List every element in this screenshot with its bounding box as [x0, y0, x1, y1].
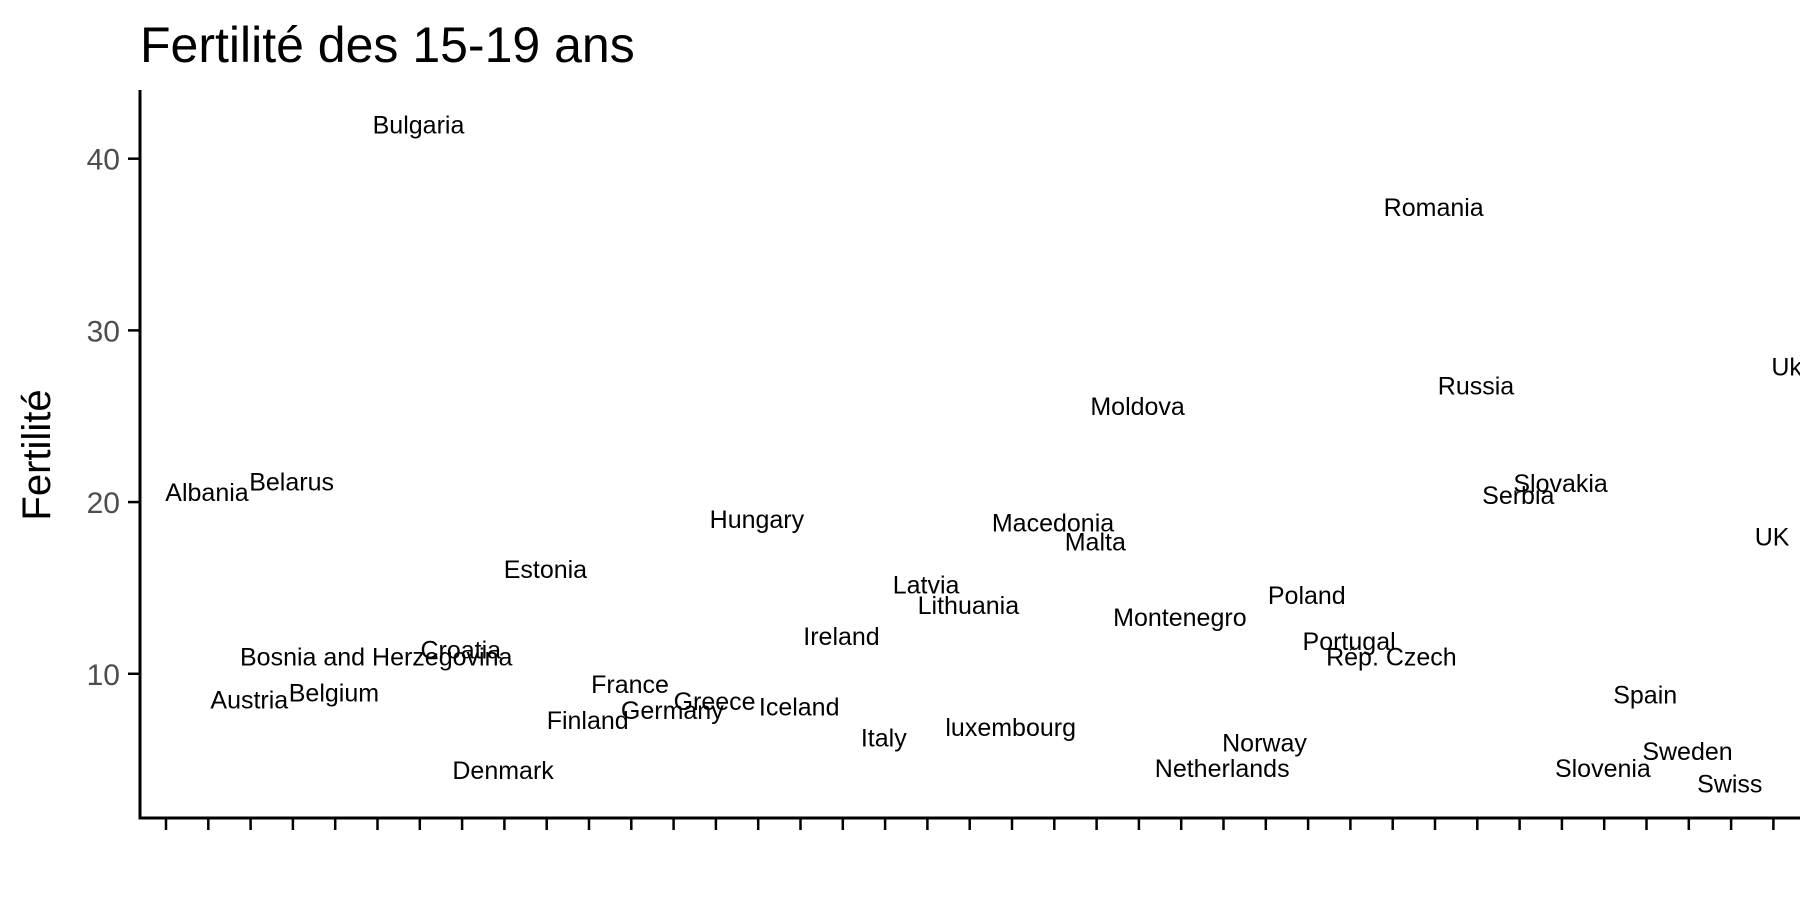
point-label: Greece — [674, 688, 756, 716]
point-label: Lithuania — [918, 592, 1020, 620]
point-label: Macedonia — [992, 510, 1114, 538]
point-label: Moldova — [1090, 393, 1185, 421]
point-label: luxembourg — [945, 714, 1076, 742]
plot-area: Albania Austria Belarus Belgium Bosnia and H… — [165, 111, 1800, 798]
point-label: Bosnia and Herzegovina — [240, 644, 512, 672]
point-label: Finland — [547, 707, 629, 735]
chart-title: Fertilité des 15-19 ans — [140, 17, 635, 73]
point-label: Croatia — [421, 637, 502, 665]
point-label: France — [591, 671, 669, 699]
y-tick-label: 40 — [87, 144, 120, 177]
point-label: Montenegro — [1113, 604, 1246, 632]
point-label: Rép. Czech — [1326, 644, 1457, 672]
point-label: Portugal — [1303, 628, 1396, 656]
point-label: Bulgaria — [373, 111, 465, 139]
point-label: Denmark — [452, 757, 554, 785]
point-label: Russia — [1438, 372, 1515, 400]
point-label: Poland — [1268, 582, 1346, 610]
point-label: Ukraine — [1771, 353, 1800, 381]
point-label: Hungary — [710, 506, 805, 534]
point-label: Norway — [1222, 729, 1307, 757]
point-label: Belgium — [289, 680, 379, 708]
y-tick-label: 10 — [87, 659, 120, 692]
point-label: UK — [1755, 523, 1790, 551]
point-label: Germany — [621, 697, 724, 725]
point-label: Swiss — [1697, 771, 1762, 799]
point-label: Iceland — [759, 693, 840, 721]
point-label: Estonia — [504, 556, 587, 584]
point-label: Albania — [165, 479, 248, 507]
point-label: Spain — [1613, 681, 1677, 709]
axes: 10 20 30 40 — [87, 90, 1800, 830]
point-label: Romania — [1384, 194, 1484, 222]
point-labels: Albania Austria Belarus Belgium Bosnia and H… — [165, 111, 1800, 798]
point-label: Netherlands — [1155, 755, 1290, 783]
y-tick-label: 30 — [87, 315, 120, 348]
point-label: Serbia — [1482, 482, 1554, 510]
point-label: Belarus — [249, 468, 334, 496]
point-label: Slovenia — [1555, 755, 1651, 783]
y-tick-label: 20 — [87, 487, 120, 520]
point-label: Austria — [210, 687, 288, 715]
point-label: Latvia — [893, 571, 960, 599]
point-label: Slovakia — [1513, 470, 1608, 498]
point-label: Italy — [861, 724, 907, 752]
y-axis-label: Fertilité — [15, 389, 59, 520]
point-label: Sweden — [1642, 738, 1732, 766]
point-label: Ireland — [803, 623, 879, 651]
point-label: Malta — [1065, 529, 1126, 557]
